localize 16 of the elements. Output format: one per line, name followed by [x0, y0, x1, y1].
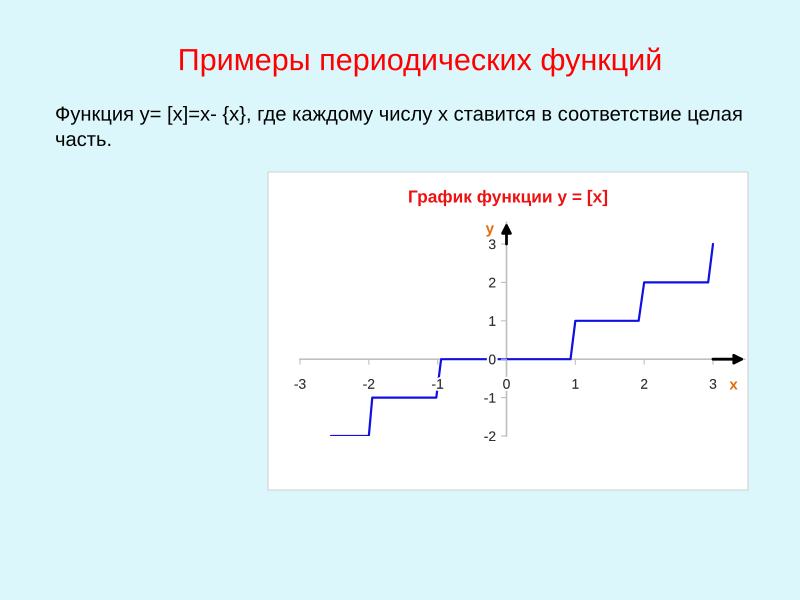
y-tick-label: 1: [489, 316, 496, 326]
chart-subtitle: Функция y= [x]=x- {x}, где каждому числу x ставится в соответствие целая часть.: [56, 106, 742, 146]
y-tick-label: -1: [484, 393, 496, 403]
x-axis-title: x: [729, 381, 738, 390]
chart-title: Примеры периодических функций: [180, 47, 660, 77]
x-tick-label: 3: [710, 379, 716, 389]
x-tick-label: -2: [363, 379, 374, 389]
x-tick-label: -3: [294, 379, 306, 389]
text: График функции y = [x]: [409, 190, 608, 206]
x-tick-label: 1: [572, 379, 579, 389]
y-tick-label: 3: [488, 239, 496, 250]
y-tick-label: 2: [489, 278, 496, 288]
y-axis-title: y: [486, 225, 494, 237]
x-tick-label: 0: [503, 379, 510, 389]
x-tick-label: 2: [641, 379, 648, 389]
y-tick-label: -2: [484, 431, 496, 442]
